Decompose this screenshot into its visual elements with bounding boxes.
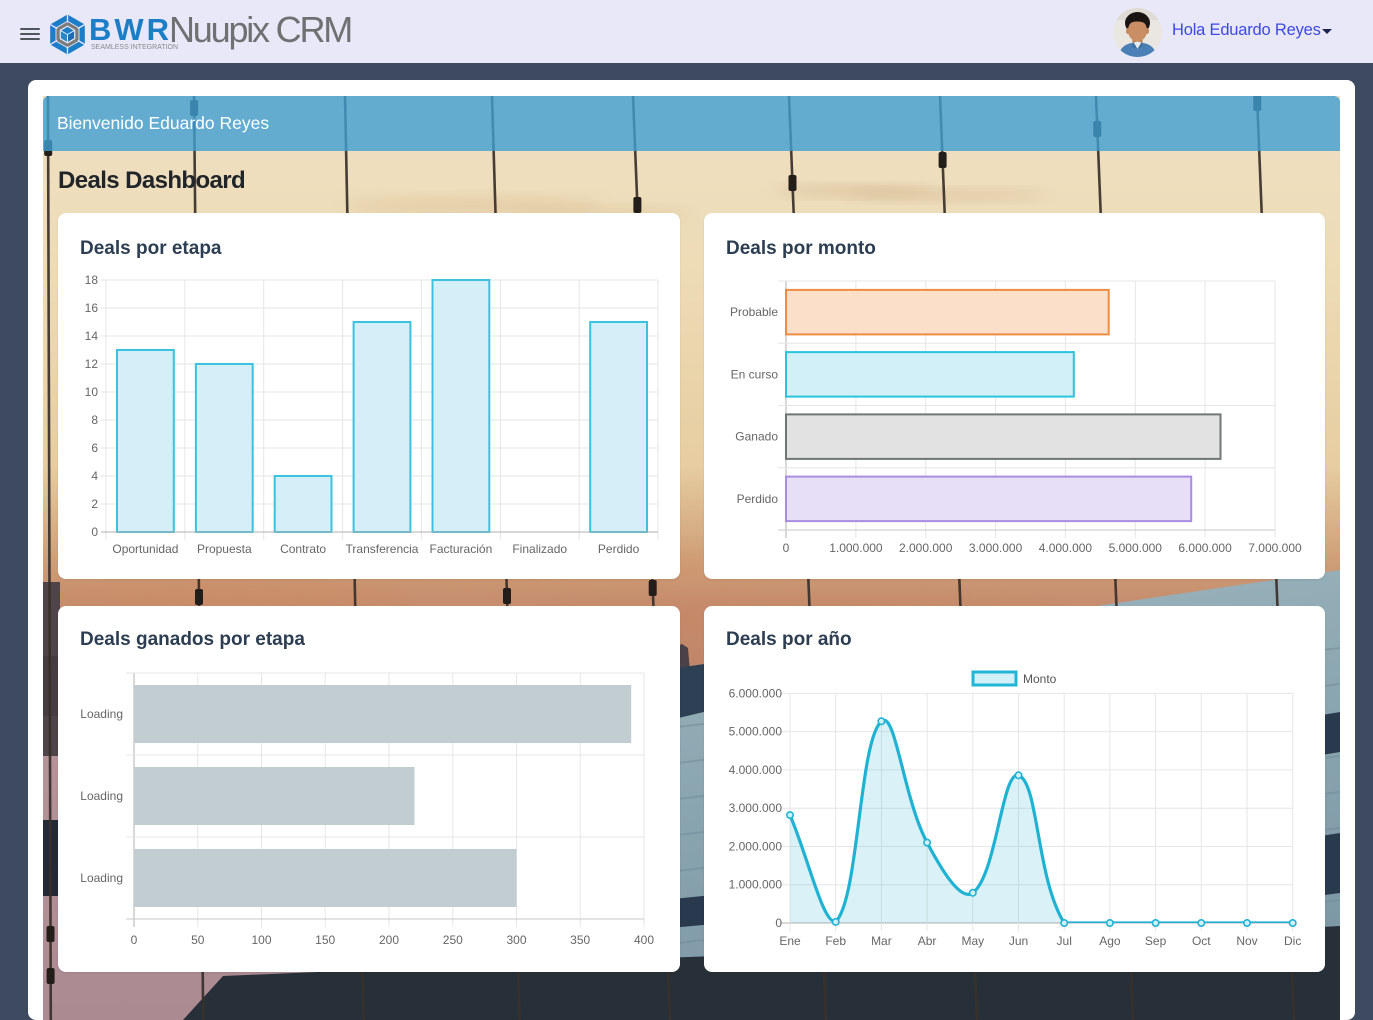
svg-text:5.000.000: 5.000.000 [1109,541,1163,555]
svg-text:Ene: Ene [779,934,801,948]
svg-text:4.000.000: 4.000.000 [729,763,783,777]
svg-text:200: 200 [379,933,399,947]
svg-text:Transferencia: Transferencia [346,542,419,556]
svg-text:May: May [961,934,984,948]
svg-text:18: 18 [85,273,99,287]
svg-text:1.000.000: 1.000.000 [729,878,783,892]
svg-text:350: 350 [570,933,590,947]
svg-text:100: 100 [251,933,271,947]
svg-text:12: 12 [85,357,99,371]
svg-text:Ago: Ago [1099,934,1121,948]
svg-text:Loading: Loading [80,789,123,803]
svg-text:Loading: Loading [80,707,123,721]
svg-text:50: 50 [191,933,205,947]
svg-text:2.000.000: 2.000.000 [899,541,953,555]
svg-text:0: 0 [91,525,98,539]
svg-text:Perdido: Perdido [737,492,779,506]
svg-text:0: 0 [131,933,138,947]
svg-text:0: 0 [775,916,782,930]
svg-text:250: 250 [443,933,463,947]
svg-text:2: 2 [91,497,98,511]
svg-text:7.000.000: 7.000.000 [1248,541,1302,555]
svg-text:5.000.000: 5.000.000 [729,725,783,739]
svg-text:8: 8 [91,413,98,427]
svg-text:0: 0 [783,541,790,555]
svg-text:6.000.000: 6.000.000 [1178,541,1232,555]
svg-text:Jul: Jul [1057,934,1072,948]
svg-text:Dic: Dic [1284,934,1301,948]
svg-text:3.000.000: 3.000.000 [969,541,1023,555]
svg-text:Deals por año: Deals por año [726,629,852,650]
svg-text:Perdido: Perdido [598,542,640,556]
svg-text:Deals ganados por etapa: Deals ganados por etapa [80,629,305,650]
svg-text:Propuesta: Propuesta [197,542,252,556]
svg-text:10: 10 [85,385,99,399]
svg-text:14: 14 [85,329,99,343]
svg-text:Feb: Feb [825,934,846,948]
svg-text:6.000.000: 6.000.000 [729,686,783,700]
svg-text:Probable: Probable [730,305,778,319]
svg-text:En curso: En curso [731,367,779,381]
svg-text:300: 300 [506,933,526,947]
svg-text:Finalizado: Finalizado [512,542,567,556]
svg-text:2.000.000: 2.000.000 [729,840,783,854]
svg-text:Facturación: Facturación [430,542,493,556]
svg-text:Loading: Loading [80,871,123,885]
svg-text:400: 400 [634,933,654,947]
svg-text:Abr: Abr [918,934,937,948]
svg-text:Deals por etapa: Deals por etapa [80,238,222,259]
svg-text:150: 150 [315,933,335,947]
svg-text:16: 16 [85,301,99,315]
svg-text:Oct: Oct [1192,934,1211,948]
svg-text:4: 4 [91,469,98,483]
svg-text:Jun: Jun [1009,934,1028,948]
svg-text:Oportunidad: Oportunidad [112,542,178,556]
svg-text:Sep: Sep [1145,934,1167,948]
svg-text:Deals por monto: Deals por monto [726,238,876,259]
svg-text:Monto: Monto [1023,672,1057,686]
svg-text:Contrato: Contrato [280,542,326,556]
svg-text:Nov: Nov [1236,934,1257,948]
svg-text:Mar: Mar [871,934,892,948]
svg-text:3.000.000: 3.000.000 [729,801,783,815]
svg-text:6: 6 [91,441,98,455]
svg-text:4.000.000: 4.000.000 [1039,541,1093,555]
svg-text:Ganado: Ganado [735,430,778,444]
svg-text:1.000.000: 1.000.000 [829,541,883,555]
